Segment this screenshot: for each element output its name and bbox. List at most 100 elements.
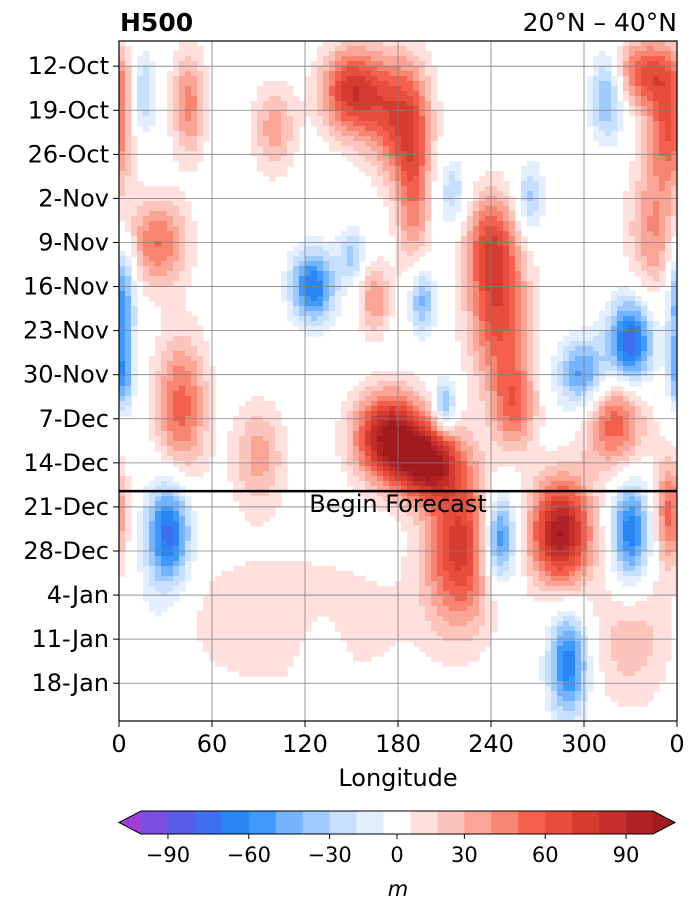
field-cell [599,476,606,482]
field-cell [647,246,654,252]
field-cell [125,296,132,302]
field-cell [527,361,534,367]
field-cell [161,421,168,427]
field-cell [491,251,498,257]
field-cell [617,426,624,432]
field-cell [167,231,174,237]
field-cell [299,316,306,322]
field-cell [491,376,498,382]
field-cell [293,96,300,102]
field-cell [503,251,510,257]
field-cell [419,311,426,317]
field-cell [347,431,354,437]
field-cell [131,161,138,167]
field-cell [599,366,606,372]
field-cell [575,506,582,512]
field-cell [377,446,384,452]
field-cell [473,366,480,372]
field-cell [467,271,474,277]
field-cell [173,96,180,102]
field-cell [473,521,480,527]
field-cell [611,411,618,417]
field-cell [509,516,516,522]
field-cell [455,176,462,182]
field-cell [389,131,396,137]
field-cell [665,321,672,327]
field-cell [443,431,450,437]
field-cell [335,56,342,62]
field-cell [443,481,450,487]
field-cell [455,186,462,192]
field-cell [599,406,606,412]
field-cell [635,241,642,247]
field-cell [437,111,444,117]
field-cell [605,301,612,307]
field-cell [191,166,198,172]
field-cell [461,271,468,277]
field-cell [431,111,438,117]
field-cell [173,376,180,382]
field-cell [641,126,648,132]
field-cell [239,506,246,512]
field-cell [593,516,600,522]
field-cell [665,346,672,352]
field-cell [491,266,498,272]
field-cell [509,286,516,292]
field-cell [629,366,636,372]
field-cell [119,161,126,167]
field-cell [293,121,300,127]
field-cell [161,286,168,292]
field-cell [389,266,396,272]
field-cell [629,46,636,52]
field-cell [191,246,198,252]
field-cell [365,151,372,157]
field-cell [641,86,648,92]
field-cell [629,336,636,342]
field-cell [347,436,354,442]
field-cell [149,501,156,507]
field-cell [143,56,150,62]
field-cell [353,476,360,482]
field-cell [647,216,654,222]
field-cell [479,461,486,467]
field-cell [347,51,354,57]
field-cell [587,376,594,382]
field-cell [353,246,360,252]
field-cell [623,371,630,377]
field-cell [593,116,600,122]
field-cell [377,501,384,507]
field-cell [167,306,174,312]
field-cell [479,506,486,512]
field-cell [467,411,474,417]
field-cell [641,41,648,47]
field-cell [491,421,498,427]
field-cell [287,316,294,322]
field-cell [239,436,246,442]
field-cell [635,61,642,67]
field-cell [305,96,312,102]
field-cell [161,321,168,327]
field-cell [635,91,642,97]
field-cell [635,296,642,302]
field-cell [179,511,186,517]
field-cell [665,101,672,107]
field-cell [401,256,408,262]
field-cell [641,241,648,247]
field-cell [155,261,162,267]
field-cell [173,51,180,57]
field-cell [611,306,618,312]
field-cell [119,491,126,497]
field-cell [425,321,432,327]
field-cell [497,401,504,407]
field-cell [389,371,396,377]
field-cell [419,46,426,52]
field-cell [533,346,540,352]
field-cell [509,381,516,387]
field-cell [551,386,558,392]
field-cell [485,206,492,212]
field-cell [371,156,378,162]
field-cell [359,386,366,392]
field-cell [269,476,276,482]
field-cell [185,106,192,112]
field-cell [269,86,276,92]
